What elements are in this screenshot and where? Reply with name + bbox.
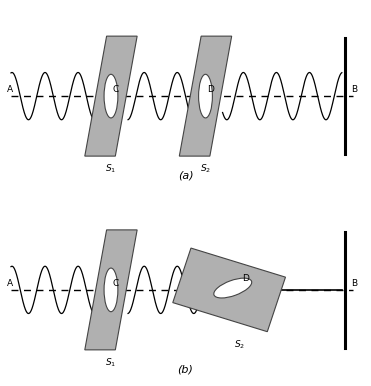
Text: $S_1$: $S_1$ xyxy=(105,163,116,175)
Text: B: B xyxy=(351,85,357,94)
Text: D: D xyxy=(242,274,249,283)
Polygon shape xyxy=(179,36,232,156)
Text: C: C xyxy=(113,279,119,288)
Text: $S_2$: $S_2$ xyxy=(234,339,246,352)
Text: $S_2$: $S_2$ xyxy=(200,163,211,175)
Polygon shape xyxy=(85,230,137,350)
Text: C: C xyxy=(113,85,119,94)
Ellipse shape xyxy=(198,74,213,118)
Ellipse shape xyxy=(104,268,118,312)
Ellipse shape xyxy=(104,74,118,118)
Text: (b): (b) xyxy=(178,364,193,374)
Text: $S_1$: $S_1$ xyxy=(105,356,116,369)
Text: D: D xyxy=(207,85,214,94)
Text: B: B xyxy=(351,279,357,288)
Text: A: A xyxy=(7,85,13,94)
Text: (a): (a) xyxy=(178,171,193,181)
Polygon shape xyxy=(85,36,137,156)
Ellipse shape xyxy=(214,278,252,298)
Text: A: A xyxy=(7,279,13,288)
Polygon shape xyxy=(173,248,286,332)
